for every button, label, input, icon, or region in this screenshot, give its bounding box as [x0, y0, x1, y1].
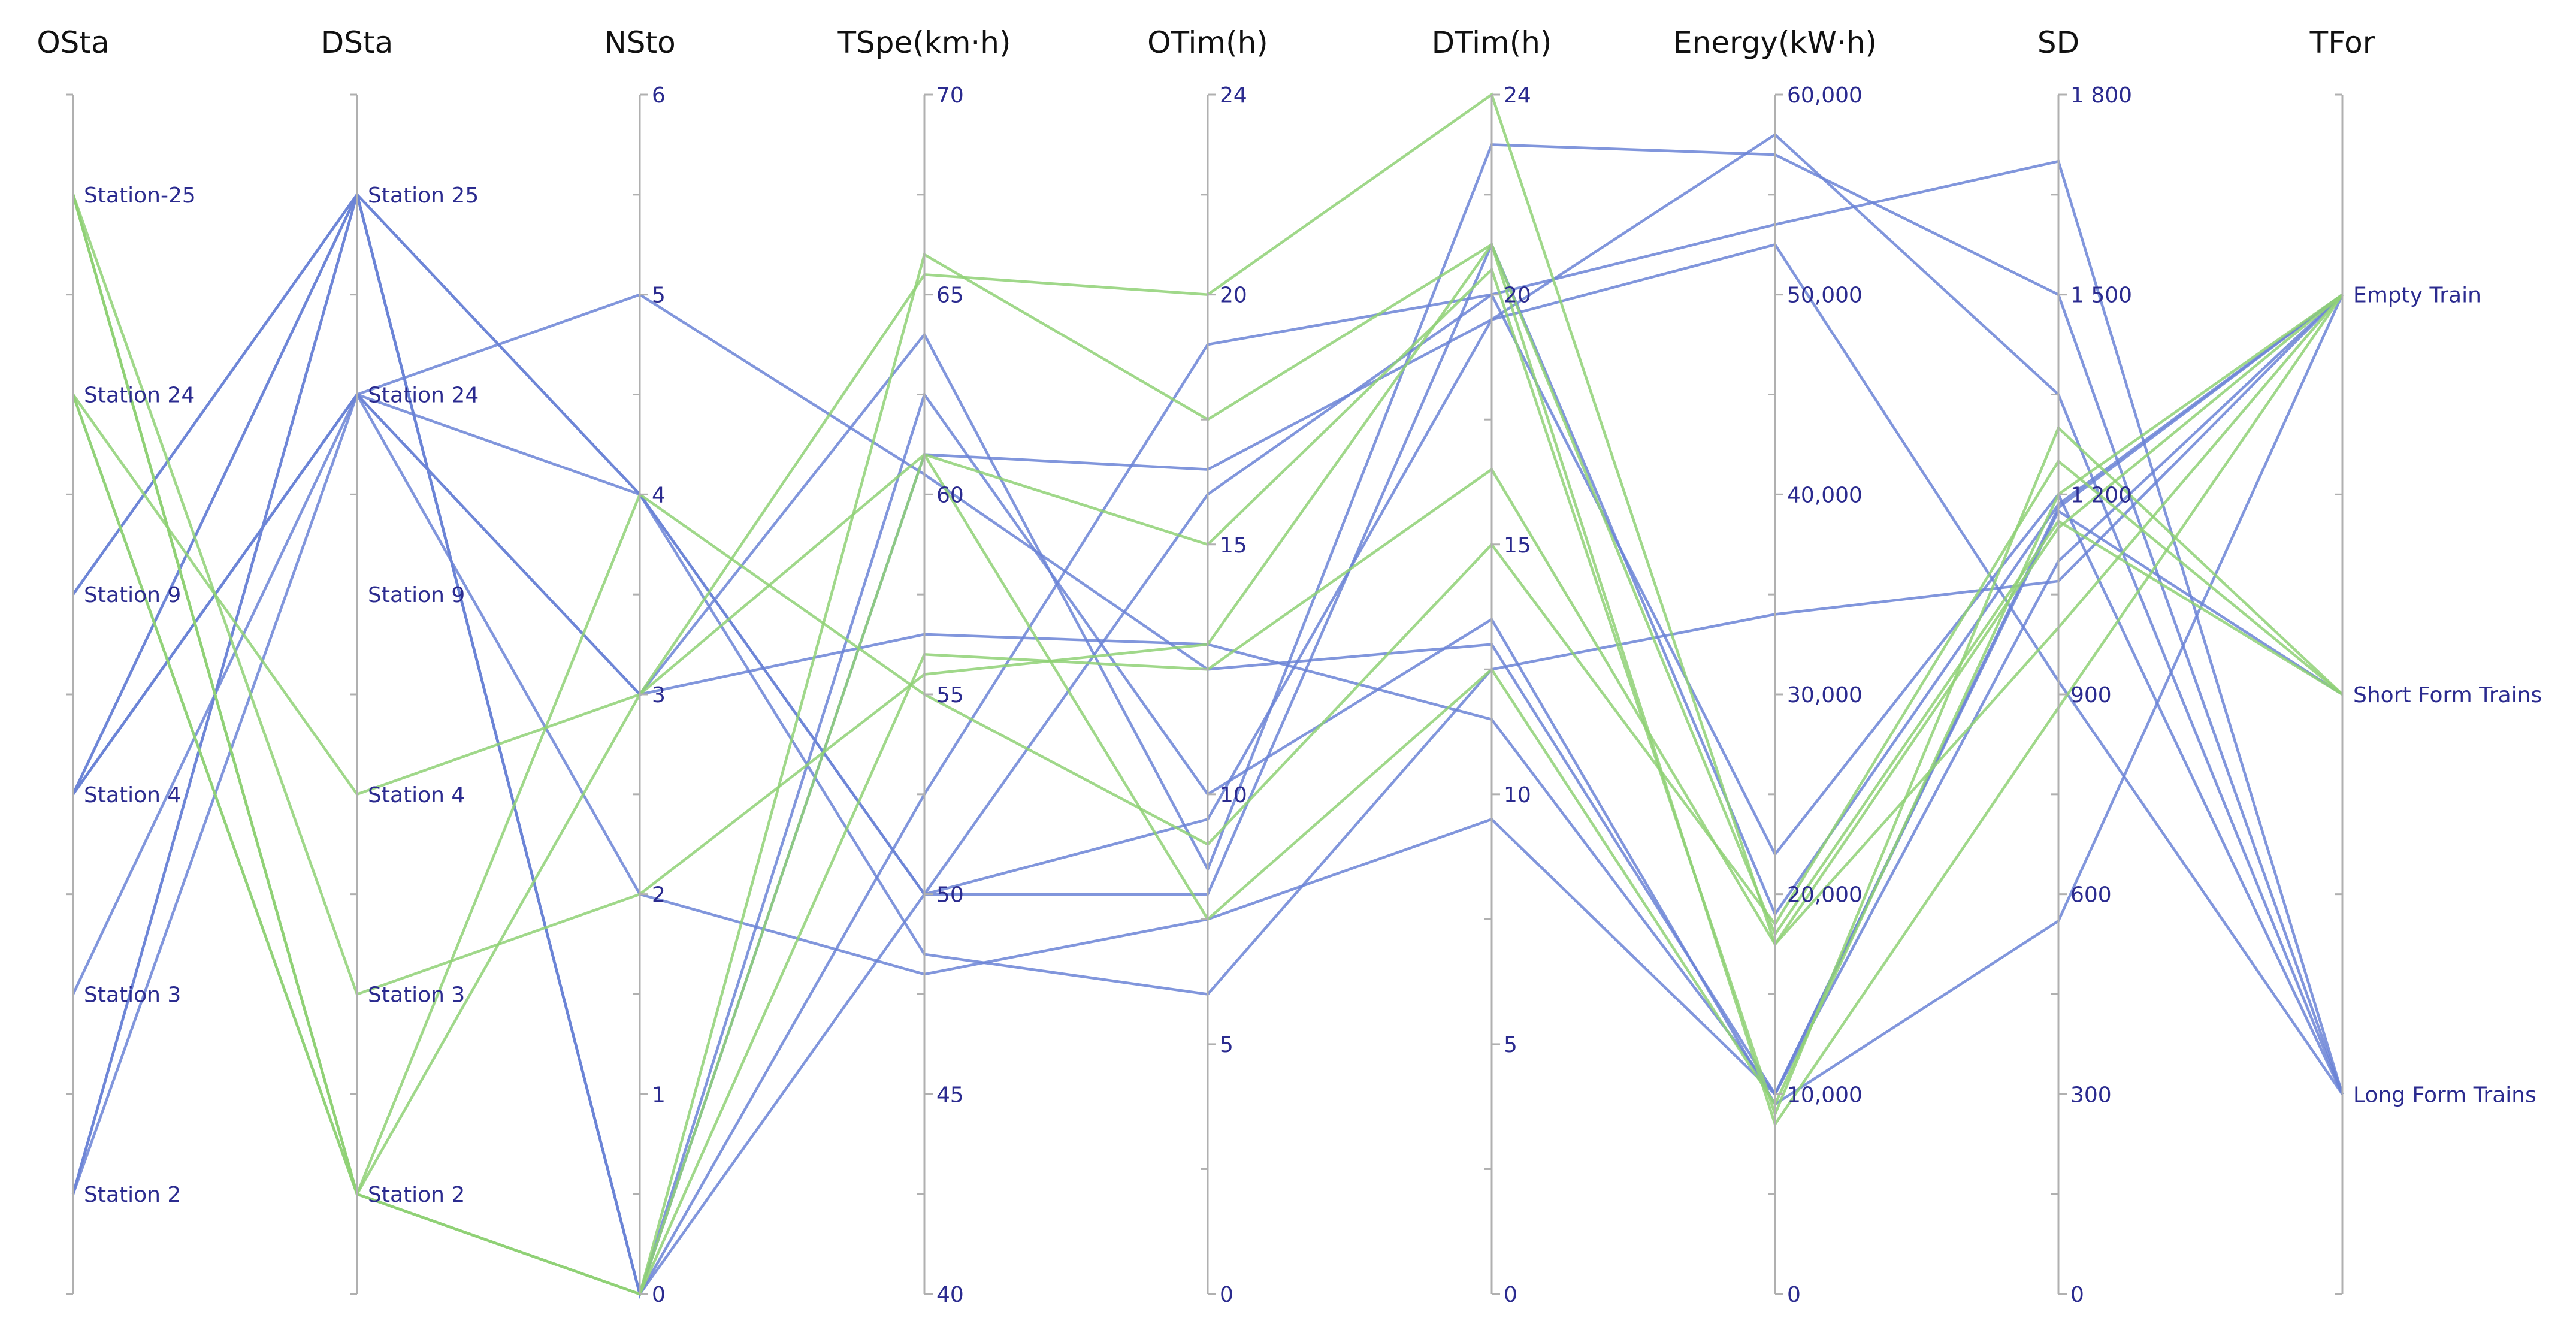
- axis-title-nsto: NSto: [604, 25, 675, 60]
- tick-label-dtim: 24: [1504, 83, 1531, 108]
- tick-label-otim: 0: [1220, 1283, 1233, 1307]
- category-label-dsta: Station 2: [368, 1183, 465, 1207]
- axis-title-dtim: DTim(h): [1432, 25, 1552, 60]
- axis-title-tfor: TFor: [2309, 25, 2375, 60]
- axis-title-otim: OTim(h): [1147, 25, 1268, 60]
- tick-label-nsto: 2: [652, 883, 666, 908]
- tick-label-otim: 15: [1220, 533, 1247, 558]
- category-label-osta: Station 24: [84, 383, 195, 408]
- tick-label-sd: 1 200: [2070, 483, 2132, 507]
- axis-title-dsta: DSta: [321, 25, 393, 60]
- tick-label-energy: 60,000: [1787, 83, 1863, 108]
- tick-label-nsto: 5: [652, 283, 666, 308]
- tick-label-energy: 40,000: [1787, 483, 1863, 507]
- axes: OSta Station 2 Station 3 Station 4 Station 9…: [37, 25, 2542, 1307]
- tick-label-energy: 0: [1787, 1283, 1801, 1307]
- tick-label-sd: 1 500: [2070, 283, 2132, 308]
- tick-label-dtim: 20: [1504, 283, 1531, 308]
- tick-label-sd: 900: [2070, 683, 2112, 708]
- category-label-osta: Station-25: [84, 183, 196, 208]
- category-label-dsta: Station 4: [368, 783, 465, 808]
- axis-otim: OTim(h) 0 5 10 15 20 24: [1147, 25, 1268, 1307]
- tick-label-energy: 10,000: [1787, 1083, 1863, 1107]
- tick-label-tspe: 55: [936, 683, 964, 708]
- axis-dtim: DTim(h) 0 5 10 15 20 24: [1432, 25, 1552, 1307]
- axis-tspe: TSpe(km·h) 40 45 50 55 60 65 70: [837, 25, 1011, 1307]
- axis-tfor: TFor Long Form Trains Short Form Trains Emp…: [2309, 25, 2542, 1295]
- tick-label-tspe: 50: [936, 883, 964, 908]
- category-label-dsta: Station 25: [368, 183, 479, 208]
- category-label-osta: Station 9: [84, 583, 181, 607]
- tick-label-dtim: 0: [1504, 1283, 1517, 1307]
- category-label-osta: Station 3: [84, 983, 181, 1008]
- axis-nsto: NSto 0 1 2 3 4 5 6: [604, 25, 675, 1307]
- axis-dsta: DSta Station 2 Station 3 Station 4 Station 9…: [321, 25, 479, 1295]
- tick-label-otim: 20: [1220, 283, 1247, 308]
- category-label-dsta: Station 3: [368, 983, 465, 1008]
- category-label-dsta: Station 9: [368, 583, 465, 607]
- tick-label-sd: 0: [2070, 1283, 2084, 1307]
- tick-label-nsto: 4: [652, 483, 666, 507]
- axis-title-tspe: TSpe(km·h): [837, 25, 1011, 60]
- category-label-osta: Station 2: [84, 1183, 181, 1207]
- tick-label-otim: 5: [1220, 1033, 1233, 1057]
- tick-label-sd: 1 800: [2070, 83, 2132, 108]
- tick-label-tspe: 65: [936, 283, 964, 308]
- tick-label-nsto: 1: [652, 1083, 666, 1107]
- tick-label-energy: 50,000: [1787, 283, 1863, 308]
- axis-title-sd: SD: [2037, 25, 2079, 60]
- tick-label-nsto: 6: [652, 83, 666, 108]
- category-label-tfor: Short Form Trains: [2353, 683, 2542, 708]
- tick-label-tspe: 40: [936, 1283, 964, 1307]
- tick-label-otim: 24: [1220, 83, 1247, 108]
- tick-label-nsto: 3: [652, 683, 666, 708]
- category-label-tfor: Long Form Trains: [2353, 1083, 2536, 1107]
- axis-osta: OSta Station 2 Station 3 Station 4 Station 9…: [37, 25, 196, 1295]
- tick-label-nsto: 0: [652, 1283, 666, 1307]
- tick-label-tspe: 70: [936, 83, 964, 108]
- tick-label-energy: 30,000: [1787, 683, 1863, 708]
- category-label-dsta: Station 24: [368, 383, 479, 408]
- tick-label-dtim: 15: [1504, 533, 1531, 558]
- category-label-osta: Station 4: [84, 783, 181, 808]
- tick-label-tspe: 45: [936, 1083, 964, 1107]
- tick-label-dtim: 10: [1504, 783, 1531, 808]
- axis-energy: Energy(kW·h) 0 10,000 20,000 30,000 40,000 50,…: [1673, 25, 1877, 1307]
- tick-label-dtim: 5: [1504, 1033, 1517, 1057]
- tick-label-otim: 10: [1220, 783, 1247, 808]
- axis-title-osta: OSta: [37, 25, 109, 60]
- category-label-tfor: Empty Train: [2353, 283, 2481, 308]
- tick-label-tspe: 60: [936, 483, 964, 507]
- axis-title-energy: Energy(kW·h): [1673, 25, 1877, 60]
- tick-label-sd: 600: [2070, 883, 2112, 908]
- tick-label-sd: 300: [2070, 1083, 2112, 1107]
- tick-label-energy: 20,000: [1787, 883, 1863, 908]
- axis-sd: SD 0 300 600 900 1 200 1 500 1 800: [2037, 25, 2132, 1307]
